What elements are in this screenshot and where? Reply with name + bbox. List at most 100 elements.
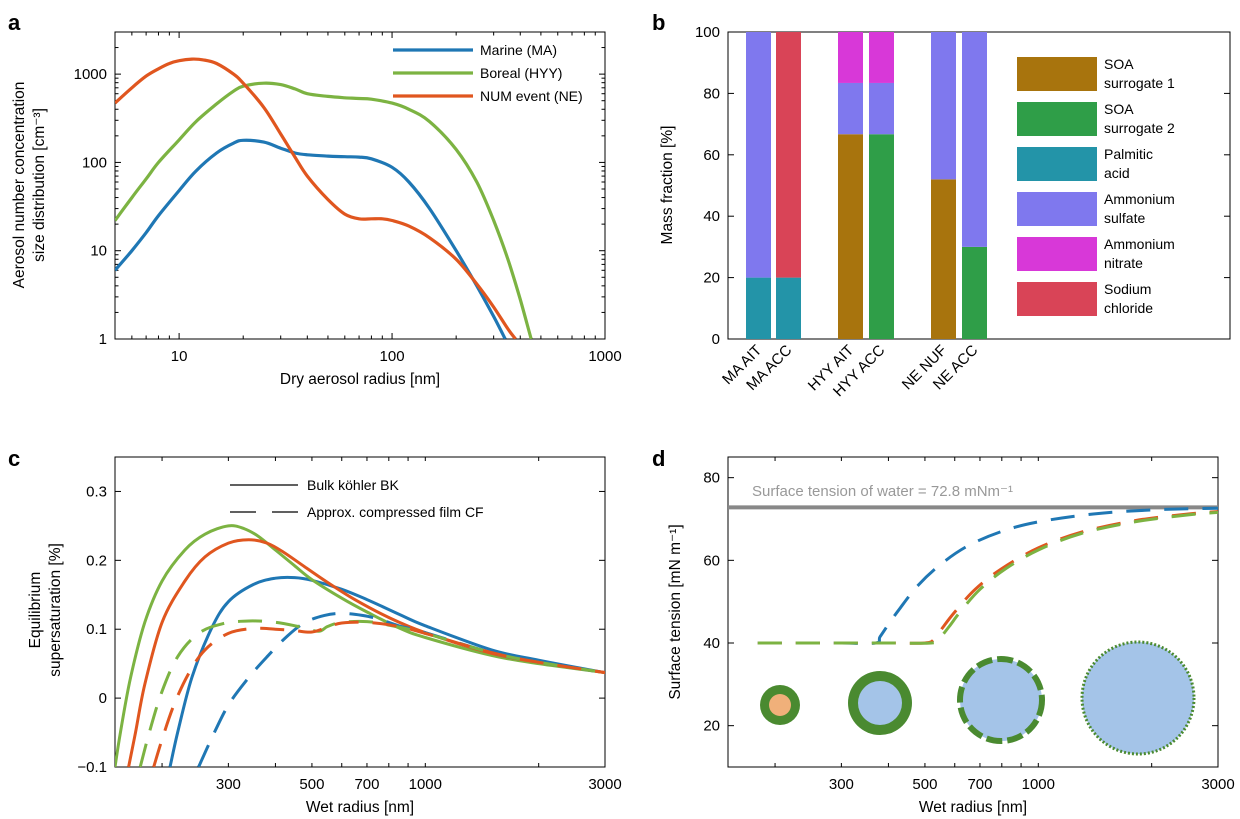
panel-a-ytick-label: 100 <box>82 154 107 171</box>
panel-b-bar-segment <box>931 179 956 339</box>
panel-c-frame <box>114 456 606 768</box>
panel-a-series-line <box>115 57 517 339</box>
panel-d-xtick-label: 700 <box>967 776 992 793</box>
panel-d-xtick-label: 1000 <box>1022 776 1055 793</box>
legend-label: Marine (MA) <box>480 42 557 58</box>
droplet-3-water <box>957 656 1045 744</box>
legend-label: SOA <box>1104 56 1134 72</box>
panel-a-xtick-label: 1000 <box>588 348 621 365</box>
water-surface-tension-label: Surface tension of water = 72.8 mNm⁻¹ <box>752 483 1013 500</box>
panel-c-ytick-label: −0.1 <box>77 759 107 776</box>
panel-a-ylabel-line2: size distribution [cm⁻³] <box>31 108 48 262</box>
droplet-1-core <box>769 694 791 716</box>
legend-label: Ammonium <box>1104 236 1175 252</box>
panel-b-letter: b <box>652 10 665 35</box>
legend-label: acid <box>1104 165 1130 181</box>
legend-dashed-label: Approx. compressed film CF <box>307 504 484 520</box>
panel-c-xtick-label: 3000 <box>588 776 621 793</box>
panel-a-xtick-label: 10 <box>171 348 188 365</box>
panel-d-chart: 300 500 700 1000 3000 20 40 60 80 Surface tensio… <box>667 456 1235 816</box>
panel-c-xtick-label: 300 <box>216 776 241 793</box>
panel-a-legend: Marine (MA) Boreal (HYY) NUM event (NE) <box>393 42 583 104</box>
panel-d-series-line <box>757 510 1219 645</box>
panel-d-xtick-label: 300 <box>829 776 854 793</box>
panel-c-dashed-series-line <box>138 619 605 767</box>
panel-d-xlabel: Wet radius [nm] <box>919 799 1027 816</box>
panel-a-series-line <box>115 138 507 339</box>
legend-solid-label: Bulk köhler BK <box>307 477 399 493</box>
panel-c-xtick-label: 700 <box>354 776 379 793</box>
panel-a-ylabel-line1: Aerosol number concentration <box>11 82 28 289</box>
panel-c-ytick-label: 0 <box>99 690 107 707</box>
legend-label: Palmitic <box>1104 146 1153 162</box>
panel-c-ylabel-line1: Equilibrium <box>27 572 44 649</box>
panel-c-ytick-label: 0.2 <box>86 552 107 569</box>
legend-swatch <box>1017 102 1097 136</box>
panel-d-series-line <box>757 506 1219 645</box>
panel-c-dashed-series-line <box>197 611 605 767</box>
panel-d-frame <box>727 456 1219 768</box>
legend-swatch <box>1017 237 1097 271</box>
panel-d-xtick-label: 3000 <box>1201 776 1234 793</box>
legend-label: NUM event (NE) <box>480 88 583 104</box>
droplet-illustrations <box>760 640 1196 756</box>
panel-c-dashed-series-line <box>152 620 605 767</box>
panel-d-ylabel: Surface tension [mN m⁻¹] <box>667 524 684 699</box>
panel-b-bar-segment <box>869 134 894 339</box>
panel-d-ytick-label: 80 <box>703 470 720 487</box>
panel-d-xtick-label: 500 <box>912 776 937 793</box>
panel-a-letter: a <box>8 10 21 35</box>
panel-c-solid-series-line <box>115 524 605 767</box>
panel-c-ytick-label: 0.1 <box>86 621 107 638</box>
panel-b-bar-segment <box>746 277 771 339</box>
panel-b-bar-segment <box>838 134 863 339</box>
panel-b-bar-segment <box>776 277 801 339</box>
legend-label: surrogate 2 <box>1104 120 1175 136</box>
panel-d-ytick-label: 40 <box>703 635 720 652</box>
panel-b-bar-segment <box>869 32 894 83</box>
panel-b-bar-segment <box>838 32 863 83</box>
panel-b-ytick-label: 20 <box>703 270 720 287</box>
legend-swatch <box>1017 192 1097 226</box>
panel-b-bar-segment <box>869 82 894 135</box>
legend-label: surrogate 1 <box>1104 75 1175 91</box>
panel-c-solid-series-line <box>168 575 605 767</box>
panel-a-series-line <box>115 81 533 339</box>
panel-d-ytick-label: 60 <box>703 552 720 569</box>
legend-label: Sodium <box>1104 281 1151 297</box>
panel-d-series-line <box>757 510 1219 645</box>
panel-d-letter: d <box>652 446 665 471</box>
panel-b-ytick-label: 0 <box>712 331 720 348</box>
panel-b-bar-segment <box>838 82 863 135</box>
legend-label: sulfate <box>1104 210 1145 226</box>
legend-label: Ammonium <box>1104 191 1175 207</box>
panel-a-ytick-label: 1000 <box>74 66 107 83</box>
panel-c-xtick-label: 1000 <box>409 776 442 793</box>
legend-label: SOA <box>1104 101 1134 117</box>
panel-a-xtick-label: 100 <box>380 348 405 365</box>
panel-c-letter: c <box>8 446 20 471</box>
panel-c-xtick-label: 500 <box>299 776 324 793</box>
panel-b-ytick-label: 100 <box>695 24 720 41</box>
panel-b-legend: SOA surrogate 1 SOA surrogate 2 Palmitic acid… <box>1017 56 1175 316</box>
panel-a-ytick-label: 1 <box>99 331 107 348</box>
panel-b-bar-segment <box>962 32 987 247</box>
legend-label: nitrate <box>1104 255 1143 271</box>
panel-c-ylabel-line2: supersaturation [%] <box>47 543 64 677</box>
panel-b-bar-segment <box>931 32 956 180</box>
legend-swatch <box>1017 57 1097 91</box>
legend-label: Boreal (HYY) <box>480 65 562 81</box>
panel-b-bar-segment <box>962 246 987 339</box>
panel-c-legend: Bulk köhler BK Approx. compressed film C… <box>230 477 484 520</box>
panel-b-ytick-label: 80 <box>703 85 720 102</box>
panel-c-xlabel: Wet radius [nm] <box>306 799 414 816</box>
panel-c-ytick-label: 0.3 <box>86 483 107 500</box>
panel-a-frame <box>114 31 606 340</box>
panel-a-xlabel: Dry aerosol radius [nm] <box>280 371 440 388</box>
panel-a-ytick-label: 10 <box>90 243 107 260</box>
panel-a-chart: 10 100 1000 1 10 100 1000 Marine (MA) Boreal (H… <box>11 31 622 388</box>
droplet-4-water <box>1080 640 1196 756</box>
panel-b-bar-segment <box>776 32 801 278</box>
